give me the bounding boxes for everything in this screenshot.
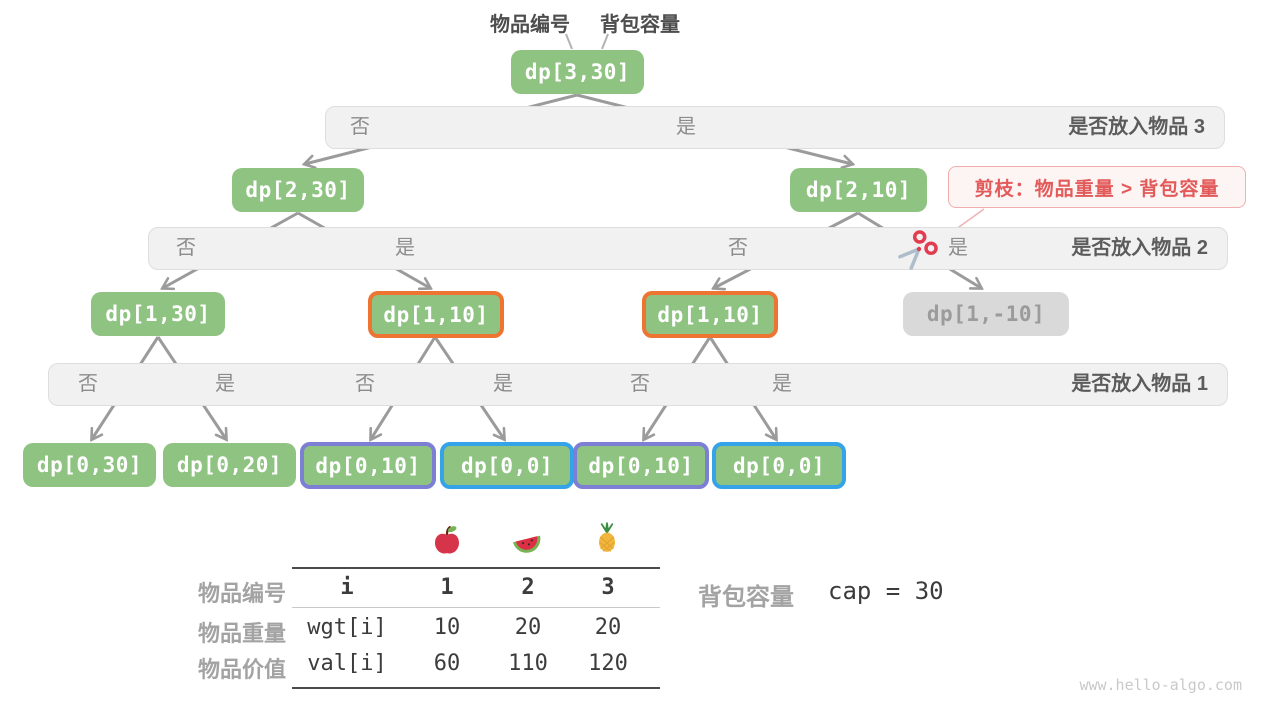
- tree-node-dp-0-10-highlighted: dp[0,10]: [573, 442, 709, 489]
- legend-capacity-label: 背包容量: [600, 14, 680, 36]
- table-cell: 2: [521, 575, 535, 600]
- table-cell: val[i]: [307, 651, 387, 676]
- decision-band-item1: [48, 363, 1228, 406]
- tree-node-dp-2-30: dp[2,30]: [232, 168, 364, 212]
- band-choice-yes: 是: [215, 373, 235, 395]
- prune-annotation: 剪枝：物品重量 > 背包容量: [948, 166, 1246, 208]
- band-question-item2: 是否放入物品 2: [1071, 237, 1208, 259]
- tree-node-dp-1-30: dp[1,30]: [91, 292, 225, 336]
- band-choice-no: 否: [630, 373, 650, 395]
- apple-icon: [432, 524, 462, 561]
- tree-node-dp-0-10-highlighted: dp[0,10]: [300, 442, 436, 489]
- watermelon-icon: [511, 527, 543, 560]
- table-cell: 120: [588, 651, 628, 676]
- table-cell: 60: [433, 651, 461, 676]
- tree-node-dp-0-0-highlighted: dp[0,0]: [440, 442, 574, 489]
- band-choice-yes: 是: [948, 237, 968, 259]
- table-cell: 1: [440, 575, 454, 600]
- table-cell: wgt[i]: [307, 615, 387, 640]
- table-row-label-item-number: 物品编号: [197, 581, 286, 606]
- tree-node-dp-3-30: dp[3,30]: [511, 50, 644, 94]
- table-cell: 20: [594, 615, 622, 640]
- tree-node-dp-1-neg10-pruned: dp[1,-10]: [903, 292, 1069, 336]
- table-cell: 10: [433, 615, 461, 640]
- band-choice-yes: 是: [676, 116, 696, 138]
- table-top-rule: [292, 567, 660, 569]
- table-cell: 110: [508, 651, 548, 676]
- tree-node-dp-1-10-highlighted: dp[1,10]: [642, 291, 778, 338]
- tree-node-dp-2-10: dp[2,10]: [790, 168, 927, 212]
- band-choice-yes: 是: [395, 237, 415, 259]
- tree-node-dp-0-0-highlighted: dp[0,0]: [712, 442, 846, 489]
- capacity-value: cap = 30: [828, 577, 944, 605]
- table-cell: 3: [601, 575, 615, 600]
- tree-node-dp-1-10-highlighted: dp[1,10]: [368, 291, 504, 338]
- legend-item-number-label: 物品编号: [490, 14, 570, 36]
- table-bottom-rule: [292, 687, 660, 689]
- band-choice-no: 否: [728, 237, 748, 259]
- decision-band-item2: [148, 227, 1228, 270]
- pineapple-icon: [593, 522, 621, 559]
- band-choice-yes: 是: [772, 373, 792, 395]
- band-choice-no: 否: [350, 116, 370, 138]
- table-row-label-item-value: 物品价值: [197, 657, 286, 682]
- table-row-label-item-weight: 物品重量: [197, 621, 286, 646]
- band-choice-no: 否: [78, 373, 98, 395]
- band-question-item1: 是否放入物品 1: [1071, 373, 1208, 395]
- band-question-item3: 是否放入物品 3: [1068, 116, 1205, 138]
- band-choice-no: 否: [355, 373, 375, 395]
- tree-node-dp-0-20: dp[0,20]: [163, 443, 296, 487]
- capacity-label: 背包容量: [698, 584, 794, 611]
- band-choice-yes: 是: [493, 373, 513, 395]
- watermark: www.hello-algo.com: [1079, 676, 1242, 694]
- tree-node-dp-0-30: dp[0,30]: [23, 443, 156, 487]
- table-header-rule: [292, 607, 660, 608]
- table-cell: i: [340, 575, 354, 600]
- band-choice-no: 否: [176, 237, 196, 259]
- table-cell: 20: [514, 615, 542, 640]
